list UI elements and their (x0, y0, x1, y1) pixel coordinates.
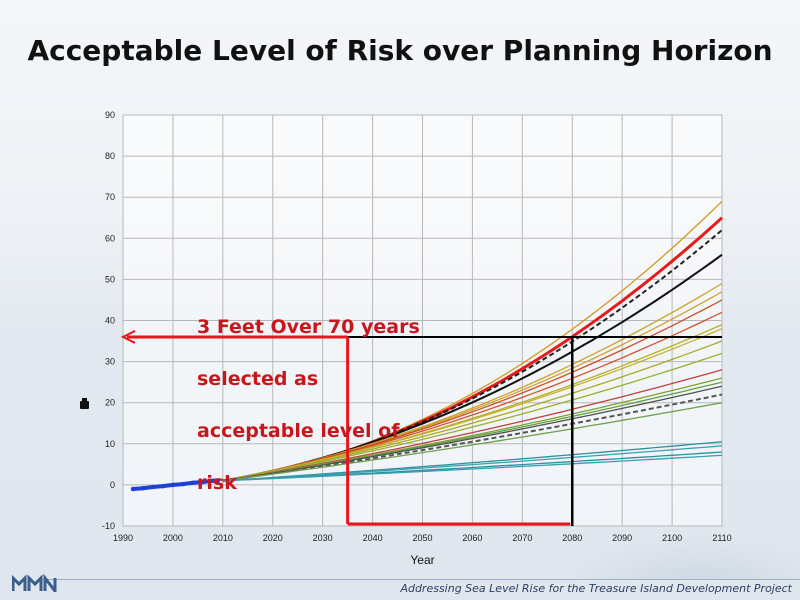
x-axis-label: Year (410, 553, 434, 567)
projection-line (222, 369, 723, 482)
x-tick-label: 2040 (363, 533, 383, 543)
arrow-head-icon (120, 330, 136, 344)
observed-point (190, 480, 196, 486)
observed-point (210, 478, 216, 483)
x-tick-label: 2080 (562, 533, 582, 543)
callout-line: acceptable level of (197, 420, 400, 442)
footer-rule (40, 579, 800, 580)
x-tick-label: 2030 (313, 533, 333, 543)
observed-point (215, 478, 221, 483)
callout-line: selected as (197, 368, 319, 390)
callout-line: 3 Feet Over 70 years (197, 316, 420, 338)
y-tick-label: 50 (105, 274, 115, 284)
slide-title: Acceptable Level of Risk over Planning H… (27, 34, 773, 67)
observed-point (130, 486, 136, 492)
projection-line (222, 340, 723, 482)
x-tick-label: 2050 (412, 533, 432, 543)
projection-line (222, 454, 723, 482)
y-tick-label: -10 (102, 521, 115, 531)
y-tick-label: 20 (105, 398, 115, 408)
observed-point (170, 482, 176, 488)
y-tick-label: 70 (105, 192, 115, 202)
company-logo-icon (12, 574, 57, 592)
projection-line (222, 393, 723, 482)
y-tick-label: 40 (105, 316, 115, 326)
observed-point (160, 483, 166, 489)
observed-point (150, 484, 156, 490)
x-tick-label: 2100 (662, 533, 682, 543)
projection-line (222, 402, 723, 482)
x-tick-label: 2110 (712, 533, 731, 543)
observed-point (140, 485, 146, 491)
projection-line (222, 352, 723, 482)
observed-point (200, 479, 206, 485)
x-tick-label: 2060 (462, 533, 482, 543)
y-tick-label: 0 (110, 480, 115, 490)
x-tick-label: 1990 (113, 533, 133, 543)
y-tick-label: 30 (105, 357, 115, 367)
x-tick-label: 2000 (163, 533, 183, 543)
callout-line: risk (197, 472, 237, 494)
projection-line (222, 445, 723, 482)
y-tick-label: 80 (105, 151, 115, 161)
footer-text: Addressing Sea Level Rise for the Treasu… (400, 582, 792, 595)
callout-text: 3 Feet Over 70 years selected as accepta… (197, 288, 437, 522)
x-tick-label: 2090 (612, 533, 632, 543)
y-tick-label: 60 (105, 233, 115, 243)
y-axis-icon (82, 398, 87, 402)
x-tick-label: 2010 (213, 533, 233, 543)
projection-line (222, 229, 723, 482)
observed-record-line (131, 478, 220, 491)
observed-point (180, 481, 186, 487)
x-tick-label: 2070 (512, 533, 532, 543)
x-tick-label: 2020 (263, 533, 283, 543)
y-tick-label: 10 (105, 439, 115, 449)
projection-line (222, 328, 723, 482)
y-axis-icon (80, 401, 89, 409)
y-tick-label: 90 (105, 110, 115, 120)
